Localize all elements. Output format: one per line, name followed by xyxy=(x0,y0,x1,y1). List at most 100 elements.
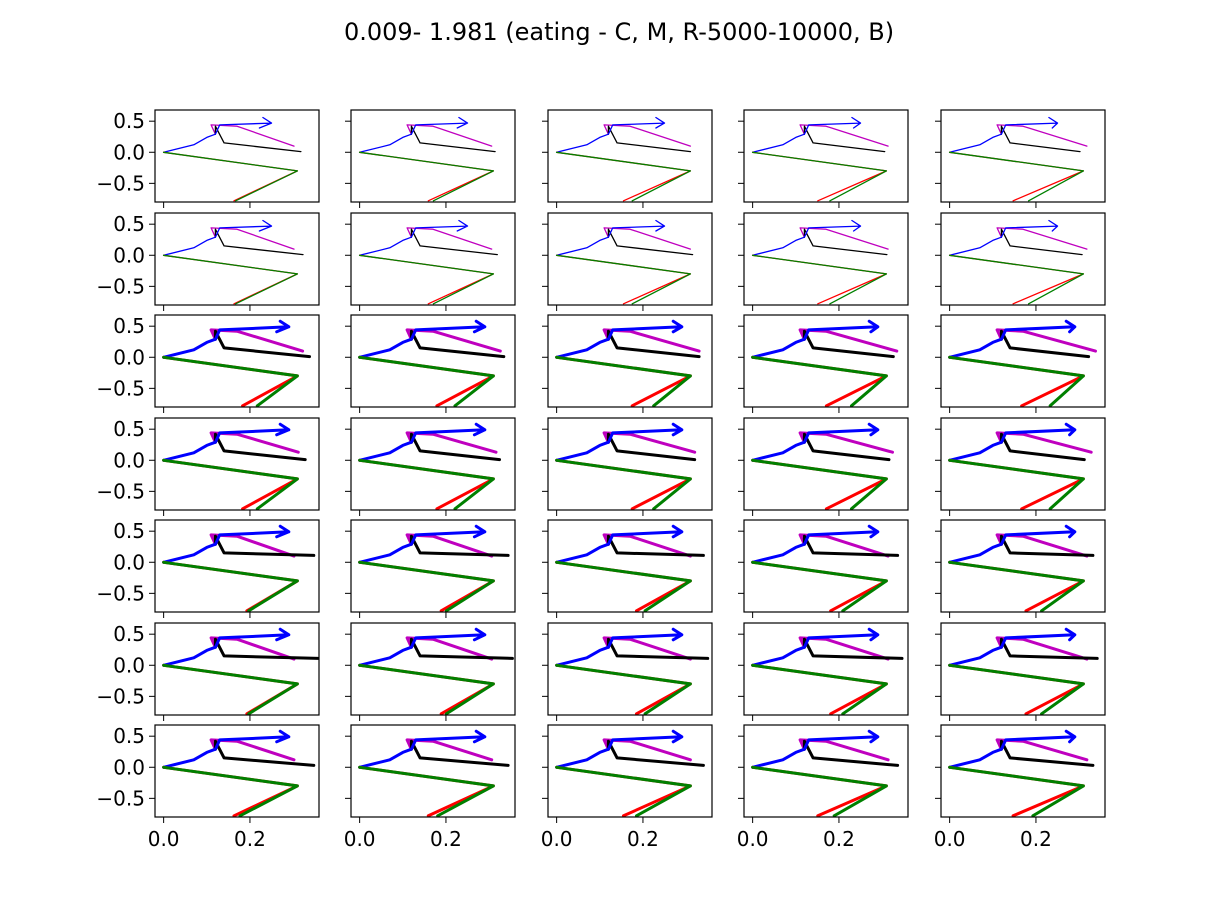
series-black-line xyxy=(1000,125,1081,153)
series-magenta-line xyxy=(603,124,692,147)
plot-area xyxy=(948,319,1097,407)
x-tick-label: 0.0 xyxy=(934,827,966,851)
y-tick-label: 0.0 xyxy=(113,140,145,164)
series-magenta-line xyxy=(406,124,493,147)
series-black-line xyxy=(802,637,904,660)
series-green-line xyxy=(162,458,299,510)
series-black-line xyxy=(213,637,319,660)
series-green-line xyxy=(555,458,692,510)
plot-area xyxy=(751,729,900,817)
series-blue-line xyxy=(751,627,880,667)
series-black-line xyxy=(1000,228,1083,256)
series-blue-line xyxy=(948,729,1077,769)
axes-frame xyxy=(350,622,516,716)
series-blue-line xyxy=(555,729,684,769)
series-green-line xyxy=(358,355,495,407)
axes-frame xyxy=(940,724,1106,818)
series-blue-line xyxy=(555,422,684,462)
series-black-line xyxy=(803,228,888,256)
subplot-r2-c1: 0.5 0.0 −0.5 xyxy=(96,212,320,311)
series-green-line xyxy=(751,151,888,202)
series-black-line xyxy=(214,228,304,256)
plot-area xyxy=(555,627,710,715)
series-black-line xyxy=(607,228,694,256)
axes-frame xyxy=(940,212,1106,306)
series-blue-line xyxy=(162,729,291,769)
series-blue-line xyxy=(751,729,880,769)
series-green-line xyxy=(948,254,1085,305)
series-blue-line xyxy=(751,319,880,359)
series-green-line xyxy=(162,151,299,202)
series-magenta-line xyxy=(996,227,1088,250)
x-tick-label: 0.2 xyxy=(823,827,855,851)
axes-frame xyxy=(743,314,909,408)
axes-frame xyxy=(743,212,909,306)
y-tick-label: −0.5 xyxy=(96,786,145,810)
axes-frame xyxy=(940,519,1106,613)
series-blue-line xyxy=(555,116,666,153)
series-blue-line xyxy=(751,219,862,256)
series-black-line xyxy=(802,534,900,557)
series-green-line xyxy=(555,765,692,817)
series-blue-line xyxy=(162,219,273,256)
plot-area xyxy=(358,729,510,817)
y-tick-label: 0.0 xyxy=(113,345,145,369)
axes-frame xyxy=(743,724,909,818)
y-tick-label: 0.0 xyxy=(113,653,145,677)
y-tick-label: −0.5 xyxy=(96,581,145,605)
series-blue-line xyxy=(751,116,862,153)
subplot-r3-c3 xyxy=(542,314,713,413)
series-magenta-line xyxy=(603,227,692,250)
series-black-line xyxy=(410,125,496,153)
series-green-line xyxy=(948,458,1085,510)
series-blue-line xyxy=(555,524,684,564)
series-black-line xyxy=(607,125,692,153)
x-tick-label: 0.0 xyxy=(541,827,573,851)
series-magenta-line xyxy=(799,227,889,250)
series-blue-line xyxy=(948,627,1077,667)
series-blue-line xyxy=(358,524,487,564)
plot-area xyxy=(358,627,514,715)
y-tick-label: 0.5 xyxy=(113,724,145,748)
series-blue-line xyxy=(948,422,1077,462)
subplot-r1-c1: 0.5 0.0 −0.5 xyxy=(96,109,320,208)
axes-frame xyxy=(350,519,516,613)
plot-area xyxy=(162,319,311,407)
axes-frame xyxy=(350,212,516,306)
subplot-r3-c1: 0.5 0.0 −0.5 xyxy=(96,314,320,413)
subplot-r5-c3 xyxy=(542,519,713,618)
plot-area xyxy=(358,219,498,305)
subplot-r4-c3 xyxy=(542,417,713,516)
subplot-r1-c4 xyxy=(738,109,909,208)
axes-frame xyxy=(743,109,909,203)
series-blue-line xyxy=(948,319,1077,359)
axes-frame xyxy=(154,622,320,716)
axes-frame xyxy=(940,622,1106,716)
series-green-line xyxy=(948,765,1085,817)
series-black-line xyxy=(410,228,498,256)
axes-frame xyxy=(350,417,516,511)
series-blue-line xyxy=(555,627,684,667)
series-green-line xyxy=(555,151,692,202)
x-tick-label: 0.2 xyxy=(234,827,266,851)
plot-area xyxy=(948,627,1099,715)
subplot-r7-c4: 0.0 0.2 xyxy=(737,724,909,851)
axes-frame xyxy=(547,724,713,818)
subplot-r1-c5 xyxy=(935,109,1106,208)
axes-frame xyxy=(350,314,516,408)
series-blue-line xyxy=(162,319,291,359)
series-black-line xyxy=(213,534,316,557)
axes-frame xyxy=(547,212,713,306)
axes-frame xyxy=(743,519,909,613)
series-blue-line xyxy=(555,219,666,256)
axes-frame xyxy=(154,417,320,511)
axes-frame xyxy=(154,724,320,818)
x-tick-label: 0.2 xyxy=(627,827,659,851)
plot-area xyxy=(948,524,1095,612)
series-black-line xyxy=(409,432,501,462)
series-green-line xyxy=(162,663,299,715)
series-black-line xyxy=(802,432,891,462)
figure-title: 0.009- 1.981 (eating - C, M, R-5000-1000… xyxy=(344,18,894,46)
plot-area xyxy=(751,422,894,510)
series-green-line xyxy=(751,663,888,715)
